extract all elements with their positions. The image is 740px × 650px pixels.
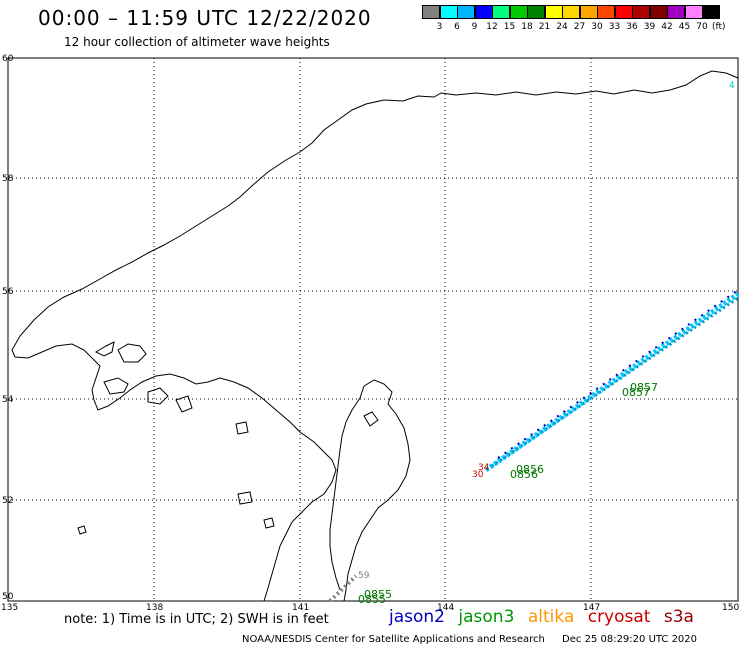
lat-label-58: 58: [2, 174, 14, 184]
edge-value-label: 4: [729, 81, 735, 91]
northern-peninsula-inlet: [94, 341, 115, 357]
scale-label: 39: [643, 22, 656, 32]
satellite-jason2: jason2: [389, 607, 445, 627]
shantar-island-3: [147, 387, 169, 405]
satellite-cryosat: cryosat: [587, 607, 651, 627]
scale-swatch: [579, 5, 598, 19]
small-island-3: [263, 517, 275, 529]
scale-swatch: [632, 5, 650, 19]
scale-swatch: [562, 5, 580, 19]
scale-label: 12: [486, 22, 498, 32]
satellite-legend: jason2 jason3 altika cryosat s3a: [389, 607, 702, 627]
map-frame: [7, 57, 739, 602]
shantar-island-2: [103, 377, 129, 395]
scale-label: 21: [538, 22, 551, 32]
track-blue-swath: [497, 289, 739, 459]
scale-label: 18: [521, 22, 533, 32]
lon-label-150: 150: [722, 603, 739, 613]
scale-swatch: [439, 5, 458, 19]
lat-label-56: 56: [2, 287, 14, 297]
scale-swatch: [544, 5, 563, 19]
lon-label-144: 144: [437, 603, 454, 613]
scale-label: 24: [556, 22, 568, 32]
scale-swatch: [474, 5, 493, 19]
scale-swatch: [702, 5, 720, 19]
scale-label: 45: [678, 22, 691, 32]
gray-value-label: 59: [358, 571, 370, 581]
small-island-1: [235, 421, 249, 435]
scale-swatch: [457, 5, 475, 19]
scale-swatch: [422, 5, 440, 19]
footer-timestamp: Dec 25 08:29:20 UTC 2020: [562, 634, 698, 645]
coastline: [11, 70, 739, 602]
scale-label: 30: [591, 22, 603, 32]
scale-label: 33: [608, 22, 621, 32]
lat-label-54: 54: [2, 395, 14, 405]
time-label-0856-b: 0856: [510, 468, 538, 481]
scale-unit: (ft): [712, 22, 726, 32]
scale-label: 9: [471, 22, 478, 32]
scale-label: 36: [626, 22, 638, 32]
cryosat-value-34: 34: [478, 463, 490, 473]
scale-label: 42: [661, 22, 673, 32]
scale-label: 27: [573, 22, 586, 32]
scale-swatch: [492, 5, 510, 19]
map-title: 00:00 – 11:59 UTC 12/22/2020: [38, 6, 372, 30]
sakhalin-island: [329, 379, 411, 602]
time-label-0856-a: 0856: [516, 463, 544, 476]
footer: NOAA/NESDIS Center for Satellite Applica…: [242, 634, 697, 645]
scale-label: 15: [503, 22, 516, 32]
scale-label: 3: [436, 22, 443, 32]
footer-credit: NOAA/NESDIS Center for Satellite Applica…: [242, 634, 545, 645]
scale-label: 70: [696, 22, 708, 32]
lat-label-50: 50: [2, 592, 14, 602]
satellite-jason3: jason3: [458, 607, 515, 627]
satellite-altika: altika: [527, 607, 575, 627]
scale-swatch: [527, 5, 545, 19]
shantar-island-1: [117, 343, 147, 363]
satellite-track: [328, 289, 740, 603]
lat-label-60: 60: [2, 54, 14, 64]
scale-swatch: [614, 5, 633, 19]
gray-track-segment: [328, 574, 358, 603]
scale-swatch: [649, 5, 668, 19]
time-label-0857-b: 0857: [622, 386, 650, 399]
scale-swatch: [684, 5, 703, 19]
track-cyan-swath: [484, 291, 740, 473]
small-island-2: [237, 491, 253, 505]
satellite-s3a: s3a: [663, 607, 694, 627]
mainland-coast: [11, 70, 739, 602]
map-subtitle: 12 hour collection of altimeter wave hei…: [64, 35, 330, 49]
cryosat-value-30: 30: [472, 470, 484, 480]
lon-label-138: 138: [146, 603, 163, 613]
scale-swatch: [597, 5, 615, 19]
time-label-0857-a: 0857: [630, 381, 658, 394]
time-label-0855-a: 0855: [364, 588, 392, 601]
shantar-island-4: [175, 395, 193, 413]
small-island-4: [77, 525, 87, 535]
scale-swatch: [667, 5, 685, 19]
lon-label-141: 141: [292, 603, 309, 613]
lon-label-147: 147: [583, 603, 600, 613]
lon-label-135: 135: [1, 603, 18, 613]
scale-swatch: [509, 5, 528, 19]
sakhalin-bay: [363, 411, 379, 427]
scale-label: 6: [454, 22, 460, 32]
lat-label-52: 52: [2, 496, 13, 506]
time-label-0855-b: 0855: [358, 593, 386, 606]
grid-lines: [8, 57, 738, 601]
note-text: note: 1) Time is in UTC; 2) SWH is in fe…: [64, 612, 329, 627]
